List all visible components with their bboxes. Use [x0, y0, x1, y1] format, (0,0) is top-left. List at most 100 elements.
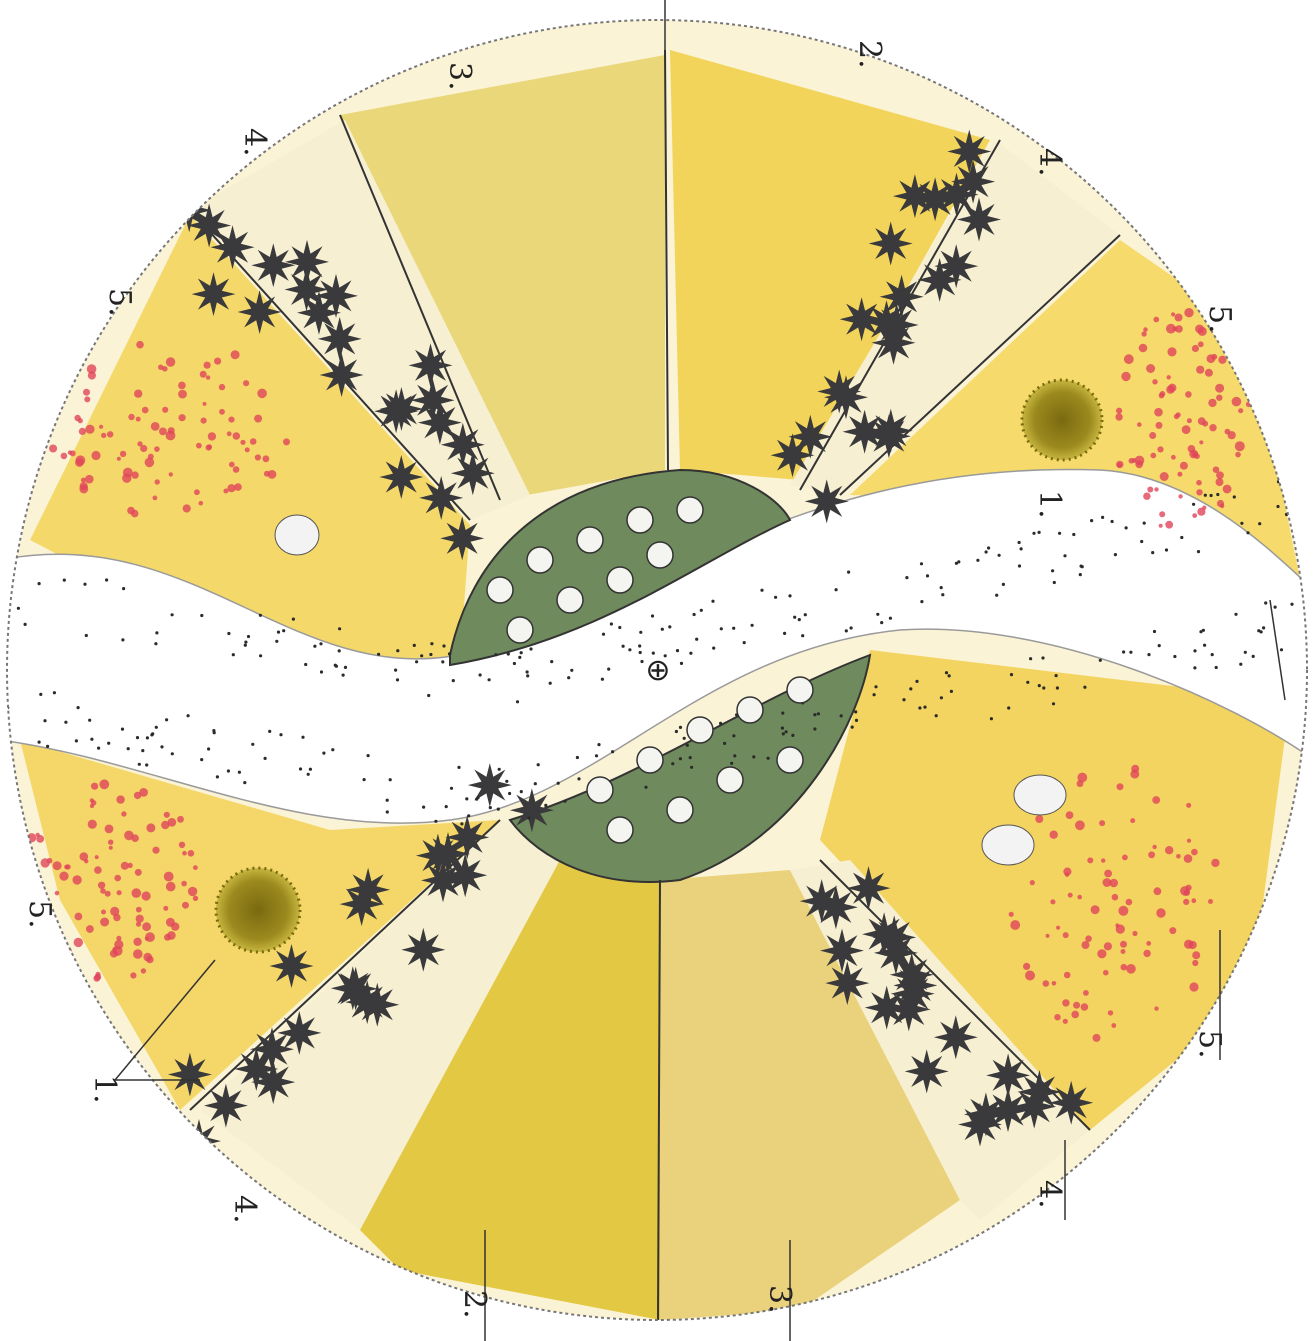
- gravel-dot-266: [377, 652, 381, 656]
- gravel-dot-252: [422, 805, 426, 809]
- gravel-dot-84: [888, 616, 893, 620]
- red-flower-0-89: [165, 430, 176, 441]
- gravel-dot-90: [567, 676, 571, 680]
- red-flower-1-51: [1191, 344, 1199, 353]
- red-flower-3-36: [1071, 1010, 1079, 1019]
- gravel-dot-222: [1264, 601, 1268, 605]
- gravel-dot-288: [791, 733, 795, 738]
- gravel-dot-286: [1239, 662, 1243, 666]
- gravel-dot-101: [441, 660, 445, 664]
- gravel-dot-135: [412, 643, 416, 648]
- gravel-dot-257: [1201, 628, 1205, 632]
- gravel-dot-183: [467, 814, 471, 818]
- gravel-dot-160: [987, 546, 991, 550]
- gravel-dot-231: [83, 582, 87, 586]
- red-flower-2-44: [120, 861, 129, 870]
- red-flower-3-3: [1107, 1010, 1114, 1016]
- gravel-dot-26: [689, 651, 693, 655]
- dark-shrub-2-1: [167, 1052, 212, 1097]
- gravel-dot-201: [651, 651, 655, 655]
- gravel-dot-72: [1203, 493, 1207, 497]
- red-flower-3-81: [1120, 940, 1127, 948]
- gravel-dot-207: [494, 653, 498, 657]
- gravel-dot-233: [444, 805, 448, 809]
- red-flower-1-85: [1134, 455, 1145, 466]
- red-flower-3-70: [1125, 898, 1133, 906]
- red-flower-2-74: [116, 795, 125, 804]
- red-flower-0-74: [198, 500, 204, 506]
- red-flower-1-5: [1186, 418, 1192, 424]
- gravel-dot-148: [1009, 673, 1014, 677]
- gravel-dot-154: [396, 649, 400, 653]
- gravel-dot-271: [1199, 630, 1203, 634]
- red-flower-3-61: [1191, 848, 1198, 856]
- red-flower-0-59: [227, 484, 236, 493]
- red-flower-3-79: [1165, 846, 1174, 855]
- dark-shrub-0-19: [419, 475, 464, 520]
- red-flower-1-69: [1168, 383, 1177, 392]
- red-flower-1-21: [1238, 408, 1244, 414]
- gravel-dot-200: [813, 727, 817, 731]
- red-flower-0-2: [254, 414, 263, 423]
- gravel-dot-139: [246, 634, 251, 639]
- red-flower-1-44: [1166, 323, 1176, 334]
- gravel-dot-211: [766, 756, 770, 760]
- red-flower-0-63: [200, 417, 207, 424]
- red-flower-3-69: [1085, 935, 1092, 942]
- red-flower-0-87: [141, 406, 149, 414]
- red-flower-2-86: [145, 932, 155, 942]
- red-flower-0-78: [249, 438, 257, 445]
- gravel-dot-83: [37, 582, 41, 586]
- gravel-dot-172: [526, 674, 530, 678]
- gravel-dot-115: [949, 689, 954, 694]
- red-flower-3-28: [1035, 815, 1044, 823]
- red-flower-3-2: [1077, 772, 1088, 783]
- red-flower-1-20: [1159, 472, 1169, 481]
- gravel-dot-278: [427, 693, 431, 698]
- dark-shrub-1-16: [866, 414, 911, 459]
- gravel-dot-75: [1001, 582, 1006, 587]
- gravel-dot-134: [1140, 539, 1144, 544]
- red-flower-0-43: [122, 467, 133, 478]
- gravel-dot-305: [88, 718, 92, 722]
- gravel-dot-21: [447, 652, 452, 656]
- red-flower-0-48: [83, 388, 90, 396]
- gravel-dot-255: [548, 681, 552, 685]
- red-flower-2-33: [146, 823, 156, 833]
- red-flower-3-75: [1073, 1001, 1081, 1009]
- gravel-dot-242: [276, 630, 281, 634]
- gravel-dot-227: [638, 650, 642, 655]
- round-shrub-9: [586, 776, 614, 804]
- dark-shrub-1-21: [804, 479, 849, 524]
- gravel-dot-303: [165, 718, 169, 722]
- red-flower-0-39: [257, 388, 267, 399]
- gravel-dot-88: [1124, 526, 1128, 530]
- gravel-dot-18: [1142, 521, 1146, 525]
- gravel-dot-315: [1273, 605, 1277, 609]
- dark-shrub-0-15: [410, 378, 455, 423]
- red-flower-2-24: [135, 914, 144, 923]
- gravel-dot-144: [628, 648, 632, 652]
- red-flower-2-51: [108, 845, 113, 850]
- red-flower-0-82: [219, 408, 225, 415]
- gravel-dot-103: [1301, 520, 1305, 524]
- dark-shrub-2-13: [346, 867, 391, 912]
- dark-shrub-2-3: [203, 1083, 248, 1128]
- gravel-dot-206: [126, 747, 130, 751]
- red-flower-0-36: [214, 357, 222, 365]
- red-flower-2-37: [165, 881, 176, 892]
- gravel-dot-314: [577, 777, 581, 781]
- gravel-dot-93: [529, 647, 533, 651]
- gravel-dot-245: [1042, 686, 1046, 690]
- red-flower-3-1: [1183, 854, 1193, 863]
- red-flower-1-86: [1171, 312, 1176, 317]
- gravel-dot-87: [1234, 612, 1238, 616]
- gravel-dot-196: [918, 706, 922, 710]
- red-flower-2-68: [134, 868, 142, 876]
- gravel-dot-299: [282, 629, 286, 633]
- dark-shrub-3-2: [1012, 1084, 1057, 1129]
- gravel-dot-277: [640, 659, 644, 664]
- dark-shrub-0-2: [210, 225, 255, 270]
- gravel-dot-122: [1090, 519, 1094, 523]
- gravel-dot-22: [429, 652, 433, 657]
